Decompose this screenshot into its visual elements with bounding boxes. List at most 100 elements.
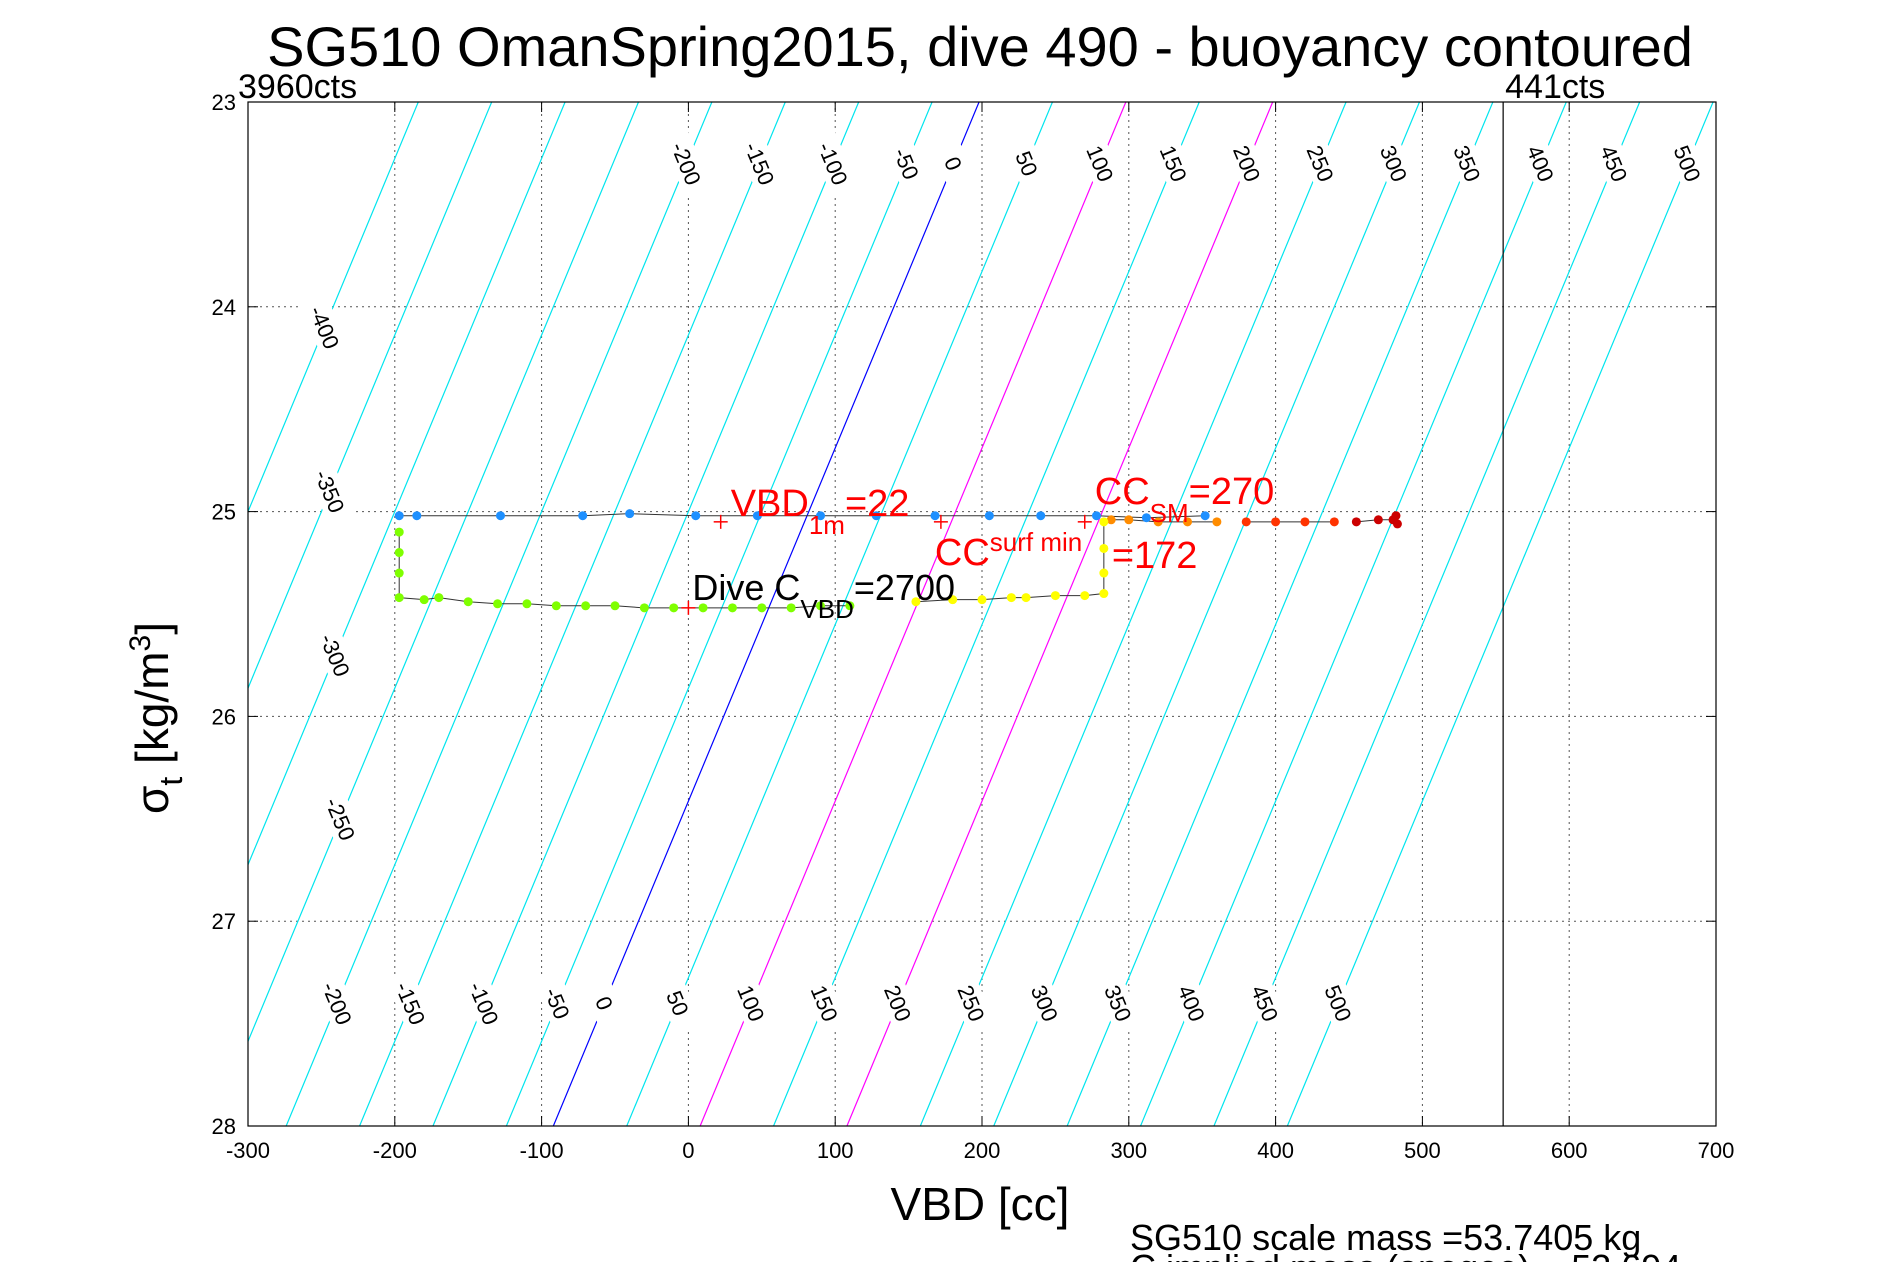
- data-point-3-1: [1373, 515, 1383, 525]
- data-point-0-11: [1036, 511, 1046, 521]
- data-point-0-10: [984, 511, 994, 521]
- y-tick-label: 28: [212, 1114, 236, 1139]
- contour-line--350: [248, 102, 493, 690]
- counts-label-1: 441cts: [1505, 68, 1605, 106]
- contour-label-bottom--150-bg: [386, 970, 436, 1037]
- contour-label-top-200-bg: [1222, 130, 1272, 197]
- data-point-4-7: [493, 599, 503, 609]
- contour-label-left--400-bg: [300, 294, 350, 361]
- counts-label-0: 3960cts: [238, 68, 357, 106]
- data-point-0-4: [625, 509, 635, 519]
- data-point-0-6: [752, 511, 762, 521]
- chart-title: SG510 OmanSpring2015, dive 490 - buoyanc…: [267, 15, 1693, 78]
- contour-label-top-300-bg: [1369, 130, 1419, 197]
- data-point-4-2: [394, 568, 404, 578]
- data-point-4-3: [394, 593, 404, 603]
- data-point-3-3: [1391, 511, 1401, 521]
- data-point-5-1: [948, 595, 958, 605]
- data-point-0-12: [1092, 511, 1102, 521]
- data-point-4-13: [669, 603, 679, 613]
- contour-label-bottom-250-bg: [946, 970, 996, 1037]
- ccsm-label-tail: =270: [1189, 471, 1275, 513]
- contour-line-250: [919, 102, 1347, 1126]
- data-point-2-3: [1329, 517, 1339, 527]
- x-tick-label: -300: [226, 1138, 270, 1163]
- data-point-2-1: [1271, 517, 1281, 527]
- data-point-4-15: [727, 603, 737, 613]
- contour-line--200: [285, 102, 713, 1126]
- contour-labels: -200 -150 -100 -50 0 50 100 150 200 250 300 350 400 4…: [300, 130, 1712, 1037]
- vbd1m-label: VBD1m=22: [731, 483, 910, 540]
- contour-label-top-400-bg: [1516, 130, 1566, 197]
- contour-line-150: [772, 102, 1200, 1126]
- y-axis-symbol: σ: [126, 786, 178, 814]
- data-point-0-0: [394, 511, 404, 521]
- divec-label-sub: VBD: [800, 594, 853, 624]
- contour-label-bottom-50-bg: [653, 970, 703, 1037]
- data-point-4-6: [463, 597, 473, 607]
- contour-label-top--150-bg: [735, 130, 785, 197]
- vbd1m-label-base: VBD: [731, 483, 809, 525]
- x-tick-label: 0: [682, 1138, 694, 1163]
- contour-line--250: [248, 102, 640, 1043]
- data-point-4-18: [816, 601, 826, 611]
- data-point-0-13: [1141, 513, 1151, 523]
- y-tick-label: 25: [212, 500, 236, 525]
- contour-label-top-150-bg: [1149, 130, 1199, 197]
- x-tick-label: 100: [817, 1138, 854, 1163]
- x-tick-label: 200: [964, 1138, 1001, 1163]
- data-point-0-8: [871, 511, 881, 521]
- data-point-3-4: [1392, 519, 1402, 529]
- contour-label-left--300-bg: [310, 621, 360, 689]
- y-tick-label: 23: [212, 90, 236, 115]
- data-point-4-16: [757, 603, 767, 613]
- data-point-4-10: [581, 601, 591, 611]
- contour-label-bottom-150-bg: [800, 970, 850, 1037]
- ccsurf-label-base: CC: [935, 532, 990, 574]
- contour-label-bottom-100-bg: [726, 970, 776, 1037]
- contour-label-top-500-bg: [1663, 130, 1712, 197]
- y-axis-label: σt [kg/m3]: [124, 622, 189, 814]
- data-point-0-7: [816, 511, 826, 521]
- x-tick-label: 500: [1404, 1138, 1441, 1163]
- contour-label-top-50-bg: [1002, 130, 1052, 197]
- y-axis-subscript: t: [153, 777, 189, 786]
- data-point-1-3: [1183, 517, 1193, 527]
- contour-label-top-350-bg: [1442, 130, 1492, 197]
- contour-label-top--100-bg: [808, 130, 858, 197]
- data-point-5-3: [1006, 593, 1016, 603]
- data-point-4-11: [610, 601, 620, 611]
- data-point-0-5: [691, 511, 701, 521]
- contour-label-bottom--50-bg: [533, 970, 582, 1037]
- data-point-0-3: [578, 511, 588, 521]
- x-axis-label: VBD [cc]: [891, 1178, 1070, 1230]
- data-point-5-4: [1021, 593, 1031, 603]
- divec-label-tail: =2700: [854, 567, 955, 608]
- grid-lines: [248, 102, 1716, 1126]
- y-axis-unit-close: ]: [126, 622, 178, 635]
- data-point-5-7: [1099, 589, 1109, 599]
- contour-label-top--50-bg: [882, 130, 931, 197]
- y-axis-unit: [kg/m: [126, 651, 178, 776]
- contour-label-bottom--200-bg: [312, 970, 362, 1037]
- ccsm-label: CCSM=270: [1095, 471, 1274, 528]
- ccsurf-label-tail: =172: [1112, 535, 1198, 577]
- data-point-3-0: [1351, 517, 1361, 527]
- contour-line-100: [699, 102, 1127, 1126]
- data-point-5-5: [1050, 591, 1060, 601]
- ccsurf-label-sub: surf min: [990, 527, 1082, 557]
- ccsm-label-sub: SM: [1150, 498, 1189, 528]
- contour-line--100: [432, 102, 860, 1126]
- contour-label-left--250-bg: [316, 785, 365, 852]
- data-point-5-9: [1099, 543, 1109, 553]
- y-tick-label: 27: [212, 909, 236, 934]
- data-point-1-4: [1212, 517, 1222, 527]
- contour-line-500: [1286, 102, 1714, 1126]
- contour-label-bottom-500-bg: [1313, 970, 1363, 1037]
- x-tick-label: 400: [1257, 1138, 1294, 1163]
- data-point-4-8: [522, 599, 532, 609]
- data-point-4-19: [845, 601, 855, 611]
- footer-line-1: C implied mass (apogee) = 53.694: [1130, 1247, 1681, 1262]
- data-point-1-1: [1124, 515, 1134, 525]
